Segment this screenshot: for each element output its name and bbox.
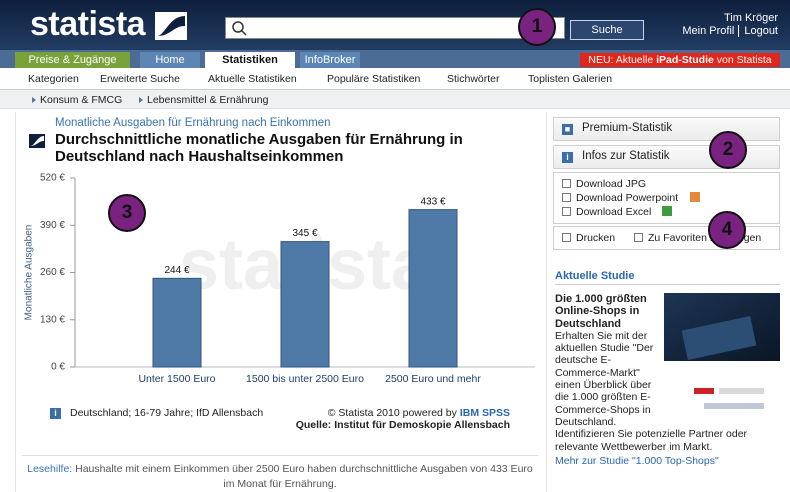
user-name: Tim Kröger [682, 12, 778, 25]
annotation: 3 [108, 194, 146, 232]
reading-aid: Lesehilfe: Haushalte mit einem Einkommen… [22, 455, 538, 492]
promo-text: von Statista [714, 54, 772, 66]
annotation: 2 [709, 131, 747, 169]
logo-icon [155, 12, 187, 40]
download-link[interactable]: Download Excel [562, 206, 651, 218]
sub-nav-link[interactable]: Stichwörter [447, 73, 500, 85]
reading-aid-label: Lesehilfe: [27, 463, 72, 475]
value-label: 244 € [164, 265, 189, 276]
search-icon [230, 18, 250, 38]
title-icon [29, 134, 45, 148]
breadcrumb-link[interactable]: Konsum & FMCG [40, 94, 122, 106]
logout-link[interactable]: Logout [738, 25, 778, 37]
bar [153, 278, 201, 367]
reading-aid-text: Haushalte mit einem Einkommen über 2500 … [75, 463, 533, 490]
study-link[interactable]: Mehr zur Studie "1.000 Top-Shops" [555, 455, 719, 467]
promo-text: NEU: Aktuelle [588, 54, 656, 66]
chart-title: Durchschnittliche monatliche Ausgaben fü… [55, 131, 525, 165]
user-menu: Tim Kröger Mein Profil Logout [682, 12, 778, 38]
ppt-icon [690, 192, 700, 202]
value-label: 433 € [420, 196, 445, 207]
y-tick-label: 260 € [40, 267, 65, 278]
print-link[interactable]: Drucken [562, 232, 615, 244]
copyright-brand[interactable]: IBM SPSS [460, 407, 510, 419]
breadcrumb: Konsum & FMCG Lebensmittel & Ernährung [0, 90, 790, 109]
y-tick-label: 390 € [40, 220, 65, 231]
study-cover [664, 293, 780, 421]
nav-tab[interactable]: Preise & Zugänge [15, 52, 130, 68]
nav-tab[interactable]: Home [140, 52, 200, 68]
breadcrumb-link[interactable]: Lebensmittel & Ernährung [147, 94, 268, 106]
sub-nav-link[interactable]: Kategorien [28, 73, 79, 85]
promo-button[interactable]: NEU: Aktuelle iPad-Studie von Statista [580, 53, 780, 67]
nav-tab[interactable]: InfoBroker [300, 52, 360, 68]
sub-nav-link[interactable]: Erweiterte Suche [100, 73, 180, 85]
bar [409, 210, 457, 367]
chart-source: © Statista 2010 powered by IBM SPSS Quel… [290, 407, 510, 431]
nav-tab[interactable]: Statistiken [205, 52, 295, 68]
value-label: 345 € [292, 228, 317, 239]
x-tick-label: 1500 bis unter 2500 Euro [246, 373, 364, 385]
annotation: 4 [708, 211, 746, 249]
download-link[interactable]: Download Powerpoint [562, 192, 678, 204]
chart-info: Deutschland; 16-79 Jahre; IfD Allensbach [70, 407, 263, 419]
y-tick-label: 130 € [40, 314, 65, 325]
study: Die 1.000 größten Online-Shops in Deutsc… [555, 293, 780, 453]
y-tick-label: 0 € [51, 362, 65, 373]
excel-icon [662, 206, 672, 216]
annotation: 1 [518, 8, 556, 46]
search-input[interactable] [225, 17, 565, 39]
profile-link[interactable]: Mein Profil [682, 25, 734, 37]
info-icon: i [50, 408, 61, 419]
bar [281, 242, 329, 367]
download-link[interactable]: Download JPG [562, 178, 646, 190]
sub-nav-link[interactable]: Populäre Statistiken [327, 73, 420, 85]
study-image[interactable] [664, 293, 780, 421]
source: Quelle: Institut für Demoskopie Allensba… [290, 419, 510, 431]
premium-box[interactable]: ■Premium-Statistik [553, 117, 780, 141]
premium-label: Premium-Statistik [582, 122, 672, 134]
logo[interactable]: statista [30, 5, 145, 44]
search-button[interactable]: Suche [570, 20, 644, 40]
download-box: Download JPG Download Powerpoint Downloa… [553, 172, 780, 224]
study-heading: Aktuelle Studie [555, 270, 634, 282]
y-axis-label: Monatliche Ausgaben [24, 225, 35, 321]
chart-category[interactable]: Monatliche Ausgaben für Ernährung nach E… [55, 117, 331, 129]
copyright: © Statista 2010 powered by [328, 407, 460, 419]
page: statista Suche Tim Kröger Mein Profil Log… [0, 0, 790, 492]
header: statista Suche Tim Kröger Mein Profil Log… [0, 0, 790, 50]
sub-nav-link[interactable]: Toplisten Galerien [528, 73, 612, 85]
x-tick-label: 2500 Euro und mehr [385, 373, 481, 385]
promo-highlight: iPad-Studie [656, 54, 714, 66]
nav-bar: Preise & Zugänge Home Statistiken InfoBr… [0, 50, 790, 68]
info-label: Infos zur Statistik [582, 150, 670, 162]
x-tick-label: Unter 1500 Euro [138, 373, 215, 385]
sub-nav: Kategorien Erweiterte Suche Aktuelle Sta… [0, 68, 790, 90]
y-tick-label: 520 € [40, 173, 65, 184]
sub-nav-link[interactable]: Aktuelle Statistiken [208, 73, 297, 85]
divider [555, 284, 780, 285]
